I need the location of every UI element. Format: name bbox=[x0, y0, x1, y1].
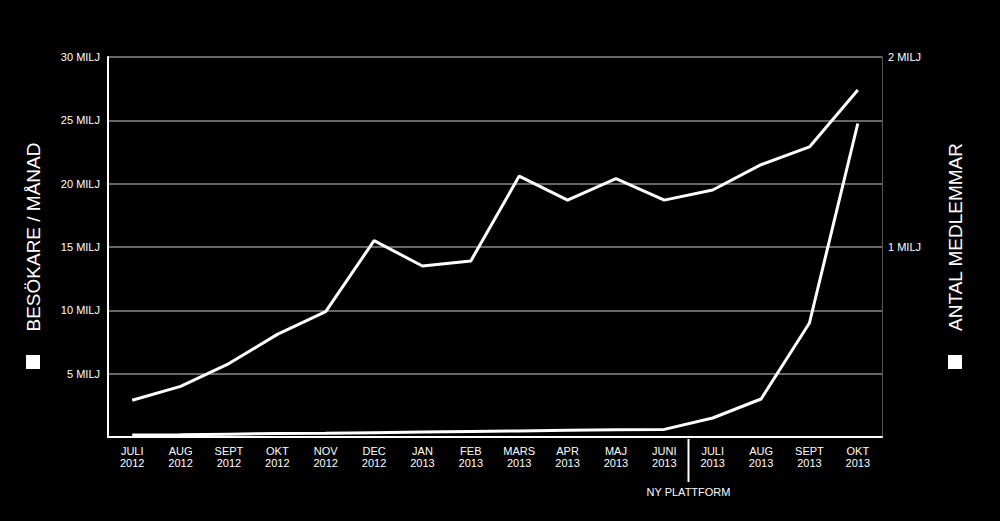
svg-text:2012: 2012 bbox=[120, 457, 144, 469]
svg-text:25 MILJ: 25 MILJ bbox=[61, 114, 100, 126]
svg-text:2012: 2012 bbox=[168, 457, 192, 469]
svg-text:JUNI: JUNI bbox=[652, 445, 676, 457]
svg-text:MARS: MARS bbox=[503, 445, 535, 457]
svg-text:SEPT: SEPT bbox=[215, 445, 244, 457]
svg-text:2013: 2013 bbox=[652, 457, 676, 469]
svg-text:NOV: NOV bbox=[314, 445, 339, 457]
svg-text:MAJ: MAJ bbox=[605, 445, 627, 457]
svg-text:20 MILJ: 20 MILJ bbox=[61, 178, 100, 190]
svg-text:JAN: JAN bbox=[412, 445, 433, 457]
svg-text:1 MILJ: 1 MILJ bbox=[888, 241, 921, 253]
svg-text:JULI: JULI bbox=[121, 445, 144, 457]
svg-text:OKT: OKT bbox=[847, 445, 870, 457]
svg-text:NY PLATTFORM: NY PLATTFORM bbox=[647, 486, 731, 498]
svg-text:BESÖKARE / MÅNAD: BESÖKARE / MÅNAD bbox=[23, 143, 44, 332]
svg-text:2013: 2013 bbox=[459, 457, 483, 469]
svg-text:2012: 2012 bbox=[313, 457, 337, 469]
svg-text:SEPT: SEPT bbox=[795, 445, 824, 457]
svg-text:AUG: AUG bbox=[169, 445, 193, 457]
svg-text:2012: 2012 bbox=[362, 457, 386, 469]
svg-text:2013: 2013 bbox=[507, 457, 531, 469]
svg-text:OKT: OKT bbox=[266, 445, 289, 457]
svg-text:AUG: AUG bbox=[749, 445, 773, 457]
svg-text:2013: 2013 bbox=[700, 457, 724, 469]
svg-text:2 MILJ: 2 MILJ bbox=[888, 51, 921, 63]
svg-text:10 MILJ: 10 MILJ bbox=[61, 304, 100, 316]
svg-text:2013: 2013 bbox=[797, 457, 821, 469]
svg-text:2013: 2013 bbox=[604, 457, 628, 469]
svg-text:2012: 2012 bbox=[265, 457, 289, 469]
svg-text:2013: 2013 bbox=[410, 457, 434, 469]
svg-text:2013: 2013 bbox=[555, 457, 579, 469]
svg-text:15 MILJ: 15 MILJ bbox=[61, 241, 100, 253]
svg-text:FEB: FEB bbox=[460, 445, 481, 457]
svg-text:2012: 2012 bbox=[217, 457, 241, 469]
svg-text:APR: APR bbox=[556, 445, 579, 457]
svg-text:ANTAL MEDLEMMAR: ANTAL MEDLEMMAR bbox=[945, 143, 966, 331]
svg-text:30 MILJ: 30 MILJ bbox=[61, 51, 100, 63]
svg-text:JULI: JULI bbox=[701, 445, 724, 457]
svg-text:DEC: DEC bbox=[362, 445, 385, 457]
svg-text:2013: 2013 bbox=[749, 457, 773, 469]
svg-text:2013: 2013 bbox=[846, 457, 870, 469]
svg-text:5 MILJ: 5 MILJ bbox=[67, 368, 100, 380]
